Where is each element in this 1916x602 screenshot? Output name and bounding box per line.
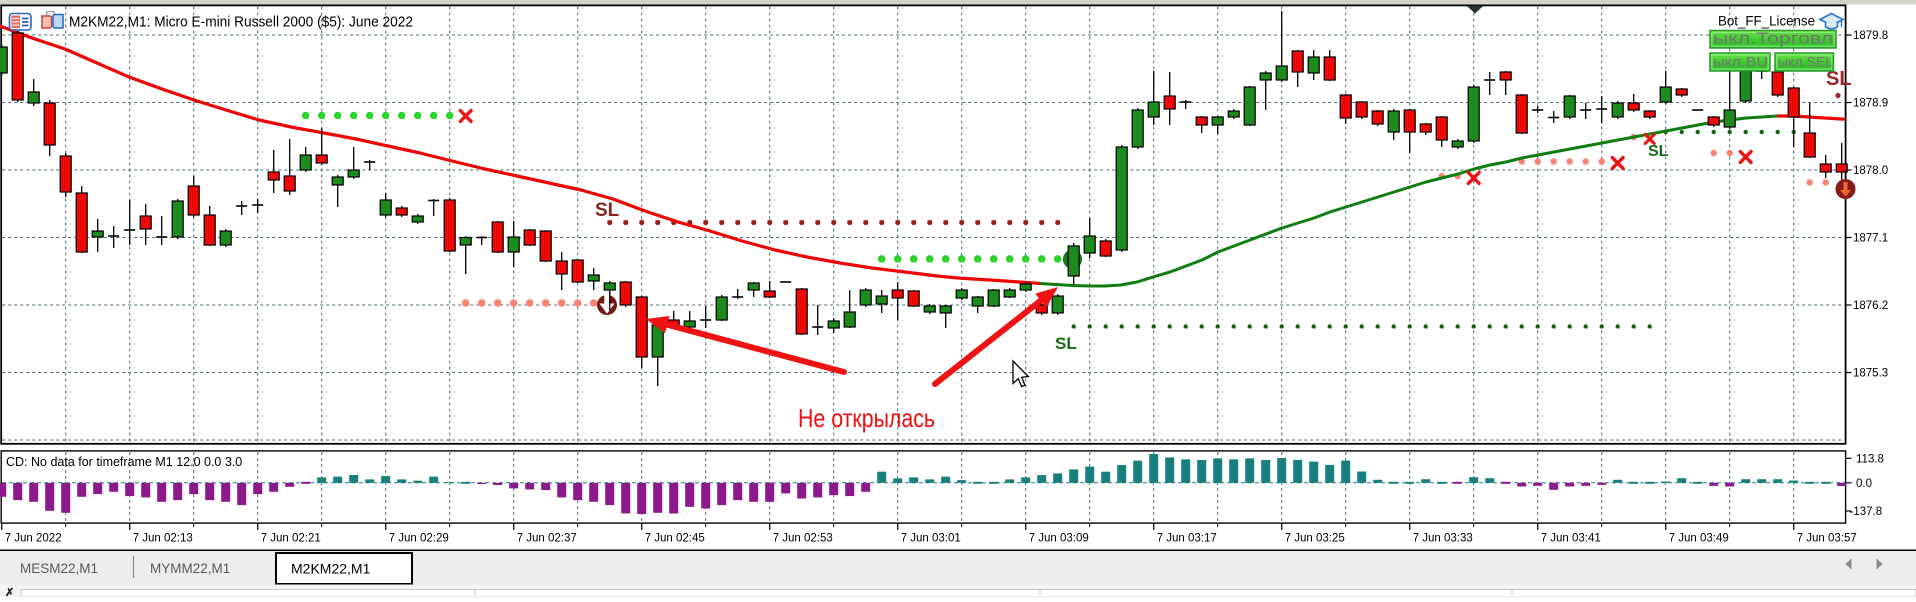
svg-text:0.0: 0.0 xyxy=(1856,478,1872,490)
svg-text:ыкл.BU: ыкл.BU xyxy=(1713,54,1768,70)
svg-text:MESM22,M1: MESM22,M1 xyxy=(20,561,98,576)
svg-text:SL: SL xyxy=(1055,334,1077,353)
svg-text:7 Jun 02:13: 7 Jun 02:13 xyxy=(133,533,193,545)
svg-text:7 Jun 02:21: 7 Jun 02:21 xyxy=(261,533,321,545)
svg-text:7 Jun 03:49: 7 Jun 03:49 xyxy=(1669,533,1729,545)
svg-text:7 Jun 03:57: 7 Jun 03:57 xyxy=(1797,533,1857,545)
svg-text:1878.0: 1878.0 xyxy=(1853,165,1888,177)
svg-text:ыкл.SEL: ыкл.SEL xyxy=(1778,54,1833,70)
svg-text:MYMM22,M1: MYMM22,M1 xyxy=(150,561,230,576)
svg-text:7 Jun 03:41: 7 Jun 03:41 xyxy=(1541,533,1601,545)
svg-text:1876.2: 1876.2 xyxy=(1853,300,1888,312)
svg-text:1879.8: 1879.8 xyxy=(1853,30,1888,42)
svg-text:7 Jun 03:01: 7 Jun 03:01 xyxy=(901,533,961,545)
svg-text:M2KM22,M1: M2KM22,M1 xyxy=(291,561,371,577)
svg-text:1877.1: 1877.1 xyxy=(1853,233,1888,245)
svg-text:7 Jun 02:37: 7 Jun 02:37 xyxy=(517,533,577,545)
svg-text:7 Jun 03:17: 7 Jun 03:17 xyxy=(1157,533,1217,545)
svg-text:113.8: 113.8 xyxy=(1856,453,1884,465)
svg-text:SL: SL xyxy=(595,200,620,221)
svg-text:ыкл.Торговл: ыкл.Торговл xyxy=(1713,31,1833,48)
svg-text:7 Jun 03:09: 7 Jun 03:09 xyxy=(1029,533,1089,545)
svg-text:SL: SL xyxy=(1648,143,1669,160)
svg-text:✗: ✗ xyxy=(5,587,14,597)
svg-text:CD: No data for timeframe M1 1: CD: No data for timeframe M1 12.0 0.0 3.… xyxy=(6,455,242,469)
svg-text:SL: SL xyxy=(1826,68,1852,90)
svg-text:7 Jun 02:45: 7 Jun 02:45 xyxy=(645,533,705,545)
svg-text:1878.9: 1878.9 xyxy=(1853,98,1888,110)
svg-text:7 Jun 03:25: 7 Jun 03:25 xyxy=(1285,533,1345,545)
svg-text:M2KM22,M1: Micro E-mini Russe: M2KM22,M1: Micro E-mini Russell 2000 ($5… xyxy=(69,15,413,31)
svg-text:-137.8: -137.8 xyxy=(1850,506,1883,518)
svg-text:7 Jun 02:29: 7 Jun 02:29 xyxy=(389,533,449,545)
svg-text:7 Jun 02:53: 7 Jun 02:53 xyxy=(773,533,833,545)
svg-text:7 Jun 03:33: 7 Jun 03:33 xyxy=(1413,533,1473,545)
svg-text:1875.3: 1875.3 xyxy=(1853,368,1888,380)
svg-text:7 Jun 2022: 7 Jun 2022 xyxy=(5,533,62,545)
svg-text:Bot_FF_License: Bot_FF_License xyxy=(1718,13,1815,29)
svg-text:Не открылась: Не открылась xyxy=(798,403,935,433)
